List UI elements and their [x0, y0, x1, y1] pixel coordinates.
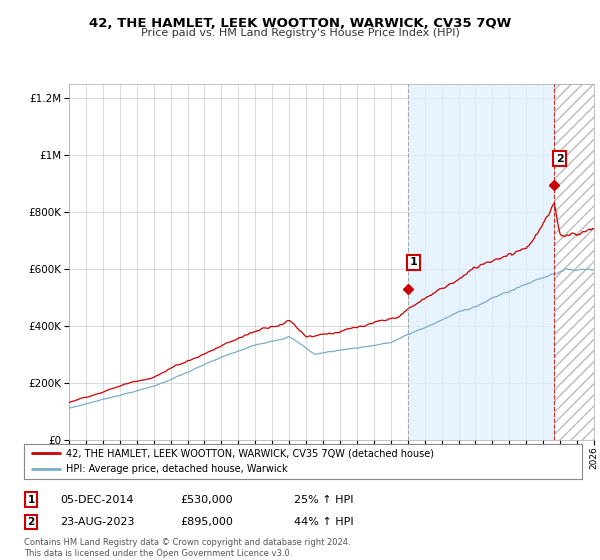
Text: 42, THE HAMLET, LEEK WOOTTON, WARWICK, CV35 7QW (detached house): 42, THE HAMLET, LEEK WOOTTON, WARWICK, C…: [66, 449, 434, 459]
Text: £895,000: £895,000: [180, 517, 233, 527]
Text: HPI: Average price, detached house, Warwick: HPI: Average price, detached house, Warw…: [66, 464, 287, 474]
Text: 42, THE HAMLET, LEEK WOOTTON, WARWICK, CV35 7QW: 42, THE HAMLET, LEEK WOOTTON, WARWICK, C…: [89, 17, 511, 30]
Text: 2: 2: [556, 153, 563, 164]
Bar: [408, 84, 554, 440]
Text: Price paid vs. HM Land Registry's House Price Index (HPI): Price paid vs. HM Land Registry's House …: [140, 28, 460, 38]
Text: 23-AUG-2023: 23-AUG-2023: [60, 517, 134, 527]
Text: 1: 1: [28, 494, 35, 505]
Bar: [554, 84, 594, 440]
Text: 44% ↑ HPI: 44% ↑ HPI: [294, 517, 353, 527]
Text: Contains HM Land Registry data © Crown copyright and database right 2024.
This d: Contains HM Land Registry data © Crown c…: [24, 538, 350, 558]
Text: 25% ↑ HPI: 25% ↑ HPI: [294, 494, 353, 505]
Text: 05-DEC-2014: 05-DEC-2014: [60, 494, 133, 505]
Text: 2: 2: [28, 517, 35, 527]
Text: 1: 1: [409, 258, 417, 268]
Text: £530,000: £530,000: [180, 494, 233, 505]
